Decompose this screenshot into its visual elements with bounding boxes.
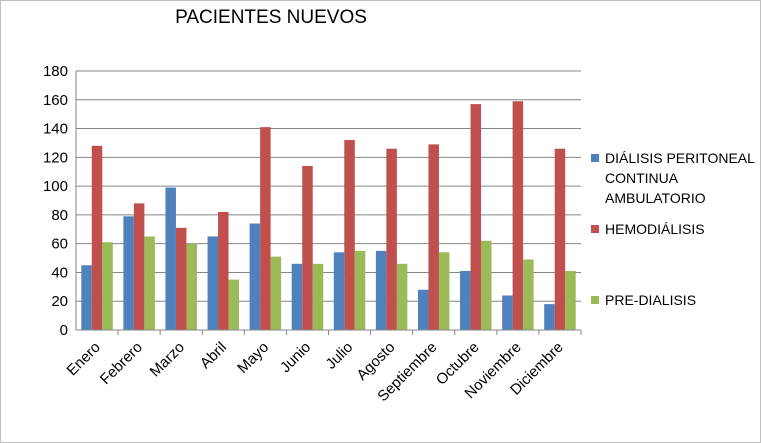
chart-title: PACIENTES NUEVOS xyxy=(175,7,367,28)
bar xyxy=(81,265,92,330)
bar xyxy=(481,240,492,330)
bar xyxy=(228,279,240,330)
bar xyxy=(312,263,324,330)
y-tick-label: 60 xyxy=(51,236,68,253)
bar xyxy=(123,216,134,330)
y-tick-label: 160 xyxy=(43,92,68,109)
x-tick-label: Abril xyxy=(197,339,230,372)
bar xyxy=(302,165,313,330)
legend-label-predialisis: PRE-DIALISIS xyxy=(605,292,697,308)
bar xyxy=(470,104,482,330)
x-tick-label: Junio xyxy=(277,339,314,376)
bar xyxy=(554,148,566,330)
bar xyxy=(344,140,355,330)
x-tick-label: Marzo xyxy=(147,339,188,380)
bar xyxy=(91,145,103,330)
legend-swatch-predialisis xyxy=(591,296,599,304)
legend-swatch-hemodialisis xyxy=(591,225,599,233)
x-tick-label: Mayo xyxy=(234,339,272,377)
y-tick-label: 80 xyxy=(51,207,68,224)
y-tick-label: 0 xyxy=(60,322,68,339)
bar xyxy=(207,236,219,330)
bar xyxy=(460,271,471,330)
bar xyxy=(396,263,408,330)
bar xyxy=(175,227,187,330)
bar xyxy=(144,236,155,330)
y-tick-label: 120 xyxy=(43,149,68,166)
bar xyxy=(438,252,450,330)
y-tick-label: 40 xyxy=(51,264,68,281)
bar xyxy=(428,144,439,330)
y-tick-label: 20 xyxy=(51,293,68,310)
x-tick-label: Enero xyxy=(64,339,104,379)
legend-swatch-dpca xyxy=(591,154,599,162)
bar xyxy=(333,252,345,330)
bar xyxy=(249,223,261,330)
bar xyxy=(523,259,534,330)
bar xyxy=(565,271,576,330)
bar xyxy=(512,101,524,330)
bar xyxy=(375,250,387,330)
bar xyxy=(102,242,113,330)
bar xyxy=(186,243,197,330)
bar xyxy=(133,203,145,330)
bar xyxy=(417,289,429,330)
x-tick-label: Julio xyxy=(323,339,357,373)
y-tick-label: 180 xyxy=(43,63,68,80)
bar xyxy=(386,148,397,330)
legend-label-hemodialisis: HEMODIÁLISIS xyxy=(605,221,705,237)
y-tick-label: 100 xyxy=(43,178,68,195)
bar xyxy=(260,127,271,330)
legend-label-dpca: DIÁLISIS PERITONEAL CONTINUA AMBULATORIO xyxy=(605,150,755,206)
bar xyxy=(165,187,176,330)
bar xyxy=(218,212,229,330)
y-tick-label: 140 xyxy=(43,121,68,138)
bar xyxy=(544,304,555,330)
bar xyxy=(270,256,282,330)
x-tick-label: Febrero xyxy=(97,339,146,388)
bar xyxy=(502,295,513,330)
bar xyxy=(354,250,366,330)
bar xyxy=(291,263,303,330)
